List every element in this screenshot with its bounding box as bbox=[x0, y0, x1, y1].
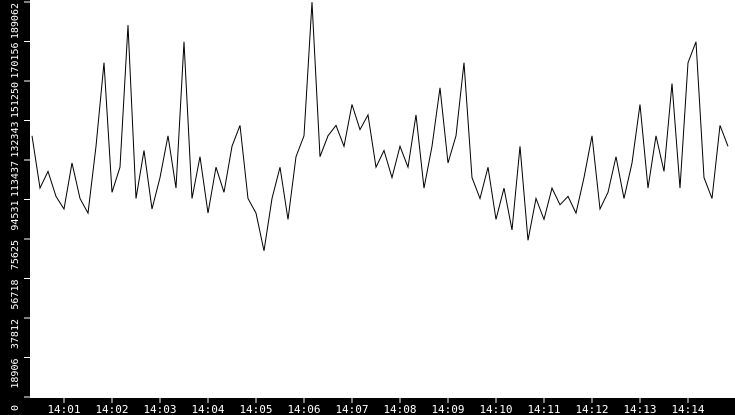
x-tick-label: 14:13 bbox=[623, 403, 656, 415]
x-tick-label: 14:07 bbox=[335, 403, 368, 415]
y-tick-label: 189062 bbox=[10, 3, 21, 39]
y-tick-label: 0 bbox=[10, 405, 21, 411]
y-tick-label: 56718 bbox=[10, 280, 21, 310]
y-tick-label: 132343 bbox=[10, 122, 21, 158]
x-tick-label: 14:12 bbox=[575, 403, 608, 415]
x-tick-label: 14:11 bbox=[527, 403, 560, 415]
plot-area bbox=[30, 0, 735, 398]
series-line bbox=[31, 2, 729, 251]
y-tick-label: 151250 bbox=[10, 82, 21, 118]
y-tick-label: 75625 bbox=[10, 240, 21, 270]
y-tick-label: 37812 bbox=[10, 319, 21, 349]
x-tick-label: 14:09 bbox=[431, 403, 464, 415]
y-tick-label: 18906 bbox=[10, 359, 21, 389]
x-tick-label: 14:02 bbox=[95, 403, 128, 415]
x-tick-label: 14:10 bbox=[479, 403, 512, 415]
x-tick-label: 14:03 bbox=[143, 403, 176, 415]
x-tick-label: 14:01 bbox=[47, 403, 80, 415]
y-axis: 0 18906 37812 56718 75625 94531 113437 132343 15… bbox=[10, 1, 30, 411]
x-tick-label: 14:08 bbox=[383, 403, 416, 415]
x-axis: 14:01 14:02 14:03 14:04 14:05 14:06 14:07 14:08… bbox=[47, 398, 705, 415]
y-tick-label: 113437 bbox=[10, 161, 21, 197]
x-tick-label: 14:04 bbox=[191, 403, 224, 415]
x-tick-label: 14:06 bbox=[287, 403, 320, 415]
x-tick-label: 14:14 bbox=[671, 403, 704, 415]
x-tick-label: 14:05 bbox=[239, 403, 272, 415]
y-tick-label: 94531 bbox=[10, 201, 21, 231]
y-tick-label: 170156 bbox=[10, 42, 21, 78]
